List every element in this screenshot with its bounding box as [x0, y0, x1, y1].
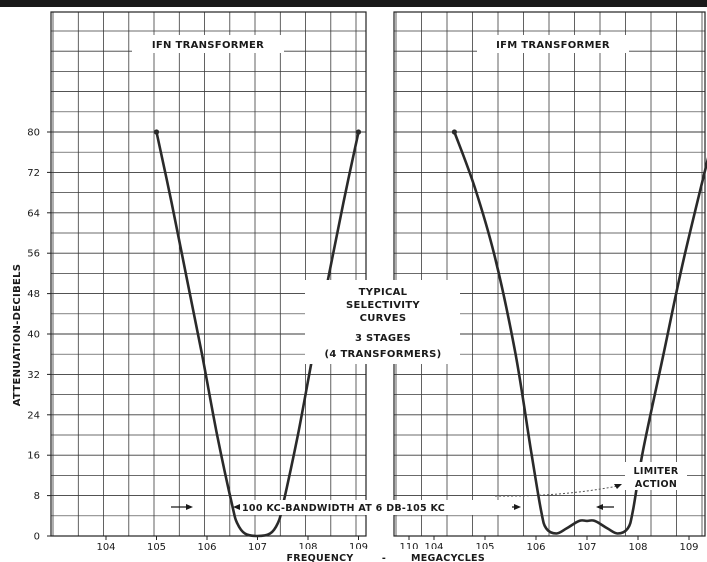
x-tick-label: 109 [679, 542, 698, 553]
bandwidth-arrowhead-left [186, 504, 193, 510]
curve-endpoint [355, 129, 362, 135]
x-tick-label: 107 [577, 542, 596, 553]
x-tick-label: 105 [147, 542, 166, 553]
bandwidth-arrowhead-far-right [596, 504, 603, 510]
bandwidth-backdrop [240, 500, 512, 515]
center-text-backdrop [305, 280, 460, 364]
x-tick-label: 106 [526, 542, 545, 553]
x-axis-label-frequency: FREQUENCY [286, 553, 353, 562]
center-caption-line-3: CURVES [360, 313, 407, 324]
ifm-grid [393, 11, 706, 540]
y-tick-label: 8 [34, 491, 40, 502]
y-axis-label: ATTENUATION-DECIBELS [12, 264, 23, 407]
bandwidth-note: 100 KC-BANDWIDTH AT 6 DB-105 KC [242, 503, 445, 514]
center-caption-line-5: (4 TRANSFORMERS) [325, 349, 442, 360]
top-border-bar [0, 0, 707, 7]
x-tick-label: 107 [248, 542, 267, 553]
y-tick-label: 72 [27, 168, 40, 179]
x-tick-label: 106 [197, 542, 216, 553]
x-tick-label: 108 [628, 542, 647, 553]
ifn-grid [47, 11, 410, 540]
ifm-transformer-panel: 104 105 106 107 108 109 110 [393, 11, 707, 553]
curve-endpoint [153, 129, 160, 135]
right-panel-title: IFM TRANSFORMER [496, 40, 610, 51]
limiter-label-line-1: LIMITER [634, 466, 679, 477]
right-title-backdrop [477, 35, 629, 53]
center-caption-line-4: 3 STAGES [355, 333, 411, 344]
x-tick-label: 105 [475, 542, 494, 553]
bandwidth-arrowhead-right [233, 504, 240, 510]
x-axis-label-dash: - [382, 553, 386, 562]
limiter-backdrop [625, 462, 687, 490]
limiter-arrowhead [614, 484, 622, 489]
y-tick-label: 40 [27, 330, 40, 341]
left-title-backdrop [132, 35, 284, 53]
curve-endpoint [451, 129, 457, 135]
x-tick-label: 110 [399, 542, 418, 553]
y-tick-label: 64 [27, 208, 40, 219]
left-panel-title: IFN TRANSFORMER [152, 40, 264, 51]
center-caption: TYPICAL SELECTIVITY CURVES 3 STAGES (4 T… [325, 287, 442, 360]
panel-frame [50, 11, 367, 537]
center-caption-line-1: TYPICAL [359, 287, 408, 298]
ifn-x-tick-labels: 104 105 106 107 108 109 110 [96, 542, 418, 553]
x-tick-label: 104 [424, 542, 443, 553]
bandwidth-arrowhead-mid [514, 504, 521, 510]
y-tick-label: 56 [27, 249, 40, 260]
center-caption-line-2: SELECTIVITY [346, 300, 420, 311]
limiter-label-line-2: ACTION [635, 479, 677, 490]
y-tick-label: 24 [27, 410, 40, 421]
x-label-backdrop [270, 549, 510, 562]
y-tick-label: 32 [27, 370, 40, 381]
x-tick-label: 109 [349, 542, 368, 553]
x-tick-label: 104 [96, 542, 115, 553]
y-tick-labels: 0 8 16 24 32 40 48 56 64 72 80 [27, 128, 40, 543]
y-tick-label: 48 [27, 289, 40, 300]
limiter-dotted-line [494, 485, 619, 497]
y-tick-label: 80 [27, 128, 40, 139]
y-tick-label: 0 [34, 532, 40, 543]
x-axis-label-megacycles: MEGACYCLES [411, 553, 485, 562]
panel-frame [393, 11, 706, 537]
y-tick-label: 16 [27, 451, 40, 462]
x-tick-label: 108 [298, 542, 317, 553]
ifm-selectivity-curve [453, 130, 707, 535]
